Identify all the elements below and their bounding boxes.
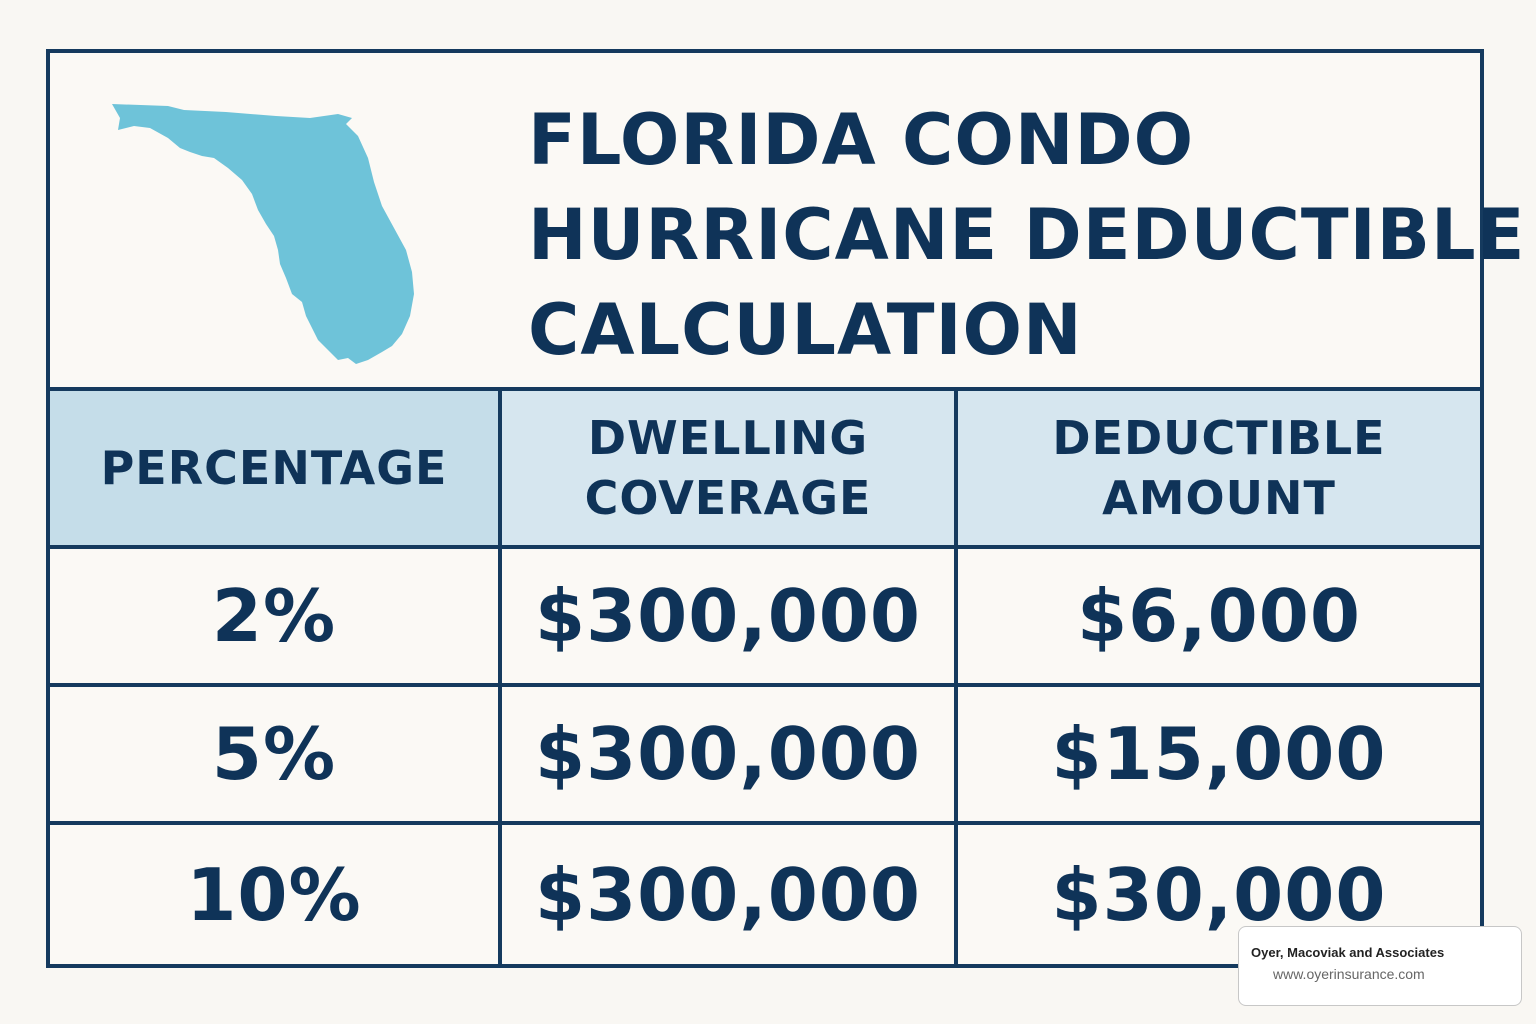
table-cell-deductible: $15,000 <box>958 687 1480 825</box>
table-cell-deductible: $6,000 <box>958 549 1480 687</box>
table-cell-percentage: 5% <box>50 687 502 825</box>
table-cell-percentage: 10% <box>50 825 502 964</box>
header-deductible-amount-label: DEDUCTIBLE AMOUNT <box>1052 411 1386 525</box>
header-panel: FLORIDA CONDO HURRICANE DEDUCTIBLE CALCU… <box>50 53 1524 391</box>
table-cell-coverage: $300,000 <box>502 687 958 825</box>
table-cell-coverage: $300,000 <box>502 549 958 687</box>
watermark-url: www.oyerinsurance.com <box>1273 966 1425 982</box>
table-cell-coverage: $300,000 <box>502 825 958 964</box>
header-dwelling-coverage-label: DWELLING COVERAGE <box>584 411 872 525</box>
header-percentage-label: PERCENTAGE <box>100 441 448 495</box>
header-percentage: PERCENTAGE <box>50 391 502 549</box>
page-title: FLORIDA CONDO HURRICANE DEDUCTIBLE CALCU… <box>528 93 1525 378</box>
florida-map-icon <box>112 104 414 364</box>
title-line-3: CALCULATION <box>528 289 1083 371</box>
table-cell-percentage: 2% <box>50 549 502 687</box>
header-deductible-amount: DEDUCTIBLE AMOUNT <box>958 391 1480 549</box>
watermark-company-name: Oyer, Macoviak and Associates <box>1251 945 1445 960</box>
title-line-2: HURRICANE DEDUCTIBLE <box>528 194 1526 276</box>
infographic-frame: FLORIDA CONDO HURRICANE DEDUCTIBLE CALCU… <box>46 49 1524 968</box>
company-watermark: Oyer, Macoviak and Associates www.oyerin… <box>1238 926 1522 1006</box>
deductible-table: PERCENTAGE DWELLING COVERAGE DEDUCTIBLE … <box>50 391 1480 964</box>
header-dwelling-coverage: DWELLING COVERAGE <box>502 391 958 549</box>
title-line-1: FLORIDA CONDO <box>528 99 1195 181</box>
table-cell-deductible: $30,000 <box>958 825 1480 964</box>
